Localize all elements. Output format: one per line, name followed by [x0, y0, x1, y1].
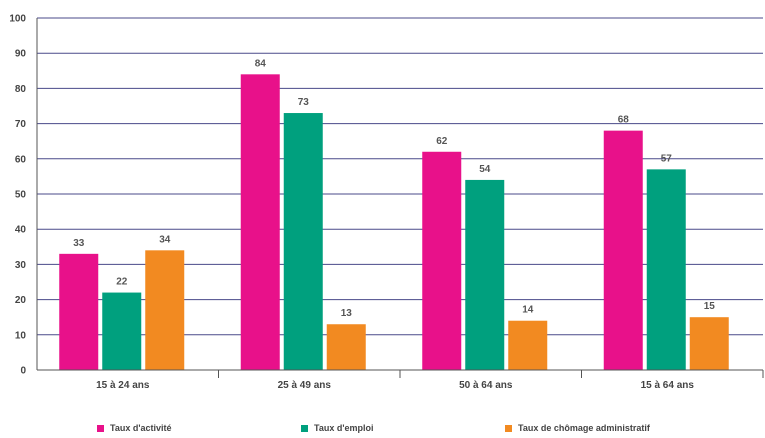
bar: [508, 320, 548, 370]
data-label: 68: [618, 115, 630, 126]
data-label: 14: [522, 305, 534, 316]
data-label: 62: [436, 136, 448, 147]
bar: [646, 169, 686, 370]
legend-swatch: [301, 425, 308, 432]
bar: [145, 250, 185, 370]
data-label: 34: [159, 234, 171, 245]
legend-label: Taux d'activité: [110, 423, 172, 433]
bar: [283, 113, 323, 370]
data-label: 33: [73, 238, 85, 249]
legend-label: Taux de chômage administratif: [518, 423, 651, 433]
legend-swatch: [97, 425, 104, 432]
x-category-label: 25 à 49 ans: [278, 380, 332, 391]
y-tick-label: 60: [15, 154, 27, 165]
data-label: 57: [661, 153, 673, 164]
data-labels: 33 22 34 84 73 13 62 54 14 68 57 15: [73, 58, 715, 319]
x-axis-categories: 15 à 24 ans 25 à 49 ans 50 à 64 ans 15 à 64…: [96, 380, 694, 391]
axes: [36, 18, 764, 378]
y-axis-ticks: 0 10 20 30 40 50 60 70 80 90 100: [9, 14, 26, 377]
x-category-label: 50 à 64 ans: [459, 380, 513, 391]
bar: [326, 324, 366, 370]
bar: [465, 179, 505, 370]
y-tick-label: 70: [15, 119, 27, 130]
data-label: 54: [479, 164, 491, 175]
bar: [102, 292, 142, 370]
bar: [689, 317, 729, 370]
y-tick-label: 0: [20, 366, 26, 377]
bar: [422, 151, 462, 370]
data-label: 73: [298, 97, 310, 108]
y-tick-label: 80: [15, 84, 27, 95]
legend-label: Taux d'emploi: [314, 423, 373, 433]
y-tick-label: 50: [15, 190, 27, 201]
bar: [59, 253, 99, 370]
bar: [240, 74, 280, 370]
legend-swatch: [505, 425, 512, 432]
data-label: 13: [341, 308, 353, 319]
bars: [59, 74, 729, 370]
y-tick-label: 30: [15, 260, 27, 271]
y-tick-label: 20: [15, 295, 27, 306]
data-label: 15: [704, 301, 716, 312]
y-tick-label: 10: [15, 330, 27, 341]
y-tick-label: 90: [15, 49, 27, 60]
data-label: 84: [255, 58, 267, 69]
bar: [603, 130, 643, 370]
y-tick-label: 40: [15, 225, 27, 236]
y-tick-label: 100: [9, 14, 26, 25]
legend: Taux d'activité Taux d'emploi Taux de chôm…: [97, 423, 651, 433]
x-category-label: 15 à 64 ans: [641, 380, 695, 391]
x-category-label: 15 à 24 ans: [96, 380, 150, 391]
data-label: 22: [116, 277, 128, 288]
